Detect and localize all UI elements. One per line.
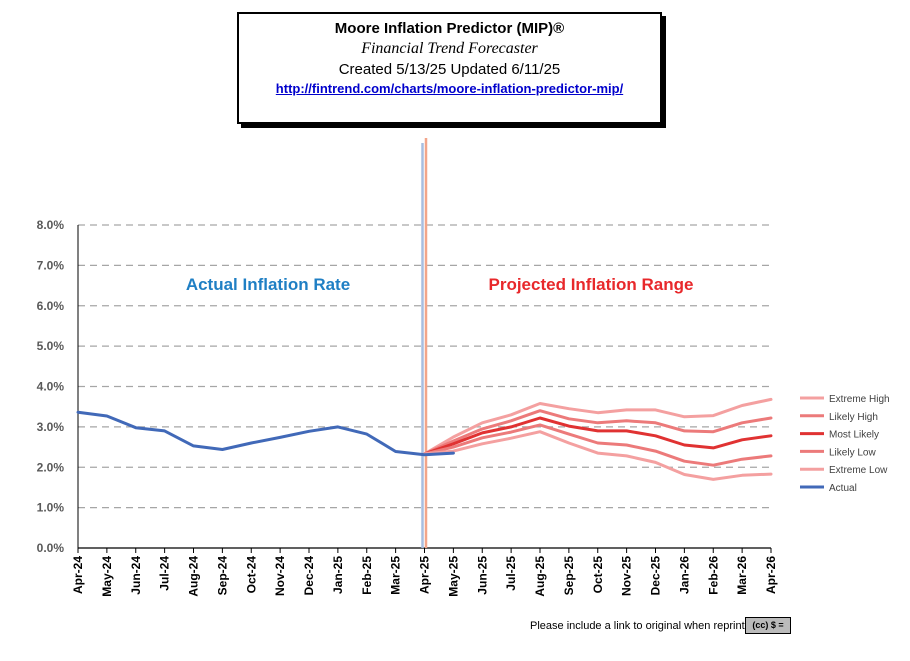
series-line-extreme-low (423, 430, 773, 481)
source-link[interactable]: http://fintrend.com/charts/moore-inflati… (275, 81, 624, 96)
x-tick-label: Apr-25 (418, 556, 432, 594)
creative-commons-icon: (cc) $ = (745, 617, 791, 634)
chart-subtitle: Financial Trend Forecaster (361, 40, 538, 57)
legend-label: Likely Low (829, 447, 876, 458)
x-tick-label: Aug-24 (187, 556, 201, 597)
title-box: Moore Inflation Predictor (MIP)® Financi… (237, 12, 662, 124)
x-tick-label: Jul-24 (158, 556, 172, 591)
x-tick-label: Jul-25 (504, 556, 518, 591)
chart-title: Moore Inflation Predictor (MIP)® (334, 20, 565, 37)
x-tick-label: Mar-26 (735, 556, 749, 595)
x-tick-label: Jun-24 (129, 556, 143, 595)
series-line-likely-low (423, 423, 773, 467)
legend-label: Extreme Low (829, 465, 888, 476)
x-tick-label: Aug-25 (533, 556, 547, 597)
x-tick-label: Apr-26 (764, 556, 778, 594)
x-tick-label: Nov-25 (620, 556, 634, 596)
reprint-note: Please include a link to original when r… (530, 620, 760, 632)
y-tick-label: 4.0% (37, 380, 65, 394)
series-line-actual (76, 410, 455, 457)
series-line-most-likely (423, 416, 773, 456)
x-tick-label: Nov-24 (273, 556, 287, 596)
y-tick-label: 3.0% (37, 420, 65, 434)
projected-inflation-label: Projected Inflation Range (489, 275, 694, 294)
y-tick-label: 2.0% (37, 460, 65, 474)
legend-label: Likely High (829, 412, 878, 423)
x-tick-label: Feb-26 (706, 556, 720, 595)
actual-inflation-label: Actual Inflation Rate (186, 275, 350, 294)
x-tick-label: May-25 (446, 556, 460, 597)
x-tick-label: Sep-24 (215, 556, 229, 596)
x-tick-label: May-24 (100, 556, 114, 597)
x-tick-label: Oct-24 (244, 556, 258, 594)
x-tick-label: Jan-25 (331, 556, 345, 594)
y-tick-label: 5.0% (37, 339, 65, 353)
x-tick-label: Sep-25 (562, 556, 576, 596)
x-tick-label: Jun-25 (475, 556, 489, 595)
y-tick-label: 8.0% (37, 218, 65, 232)
x-tick-label: Mar-25 (389, 556, 403, 595)
x-tick-label: Oct-25 (591, 556, 605, 594)
x-tick-label: Apr-24 (71, 556, 85, 594)
y-tick-label: 6.0% (37, 299, 65, 313)
y-tick-label: 1.0% (37, 501, 65, 515)
legend-label: Actual (829, 483, 857, 494)
x-tick-label: Dec-24 (302, 556, 316, 596)
y-tick-label: 7.0% (37, 258, 65, 272)
chart-dates: Created 5/13/25 Updated 6/11/25 (338, 61, 561, 78)
x-tick-label: Feb-25 (360, 556, 374, 595)
legend-label: Most Likely (829, 430, 879, 441)
x-tick-label: Jan-26 (677, 556, 691, 594)
y-tick-label: 0.0% (37, 541, 65, 555)
legend-label: Extreme High (829, 394, 890, 405)
series-line-likely-high (423, 409, 773, 456)
series-line-extreme-high (423, 397, 773, 456)
x-tick-label: Dec-25 (649, 556, 663, 596)
